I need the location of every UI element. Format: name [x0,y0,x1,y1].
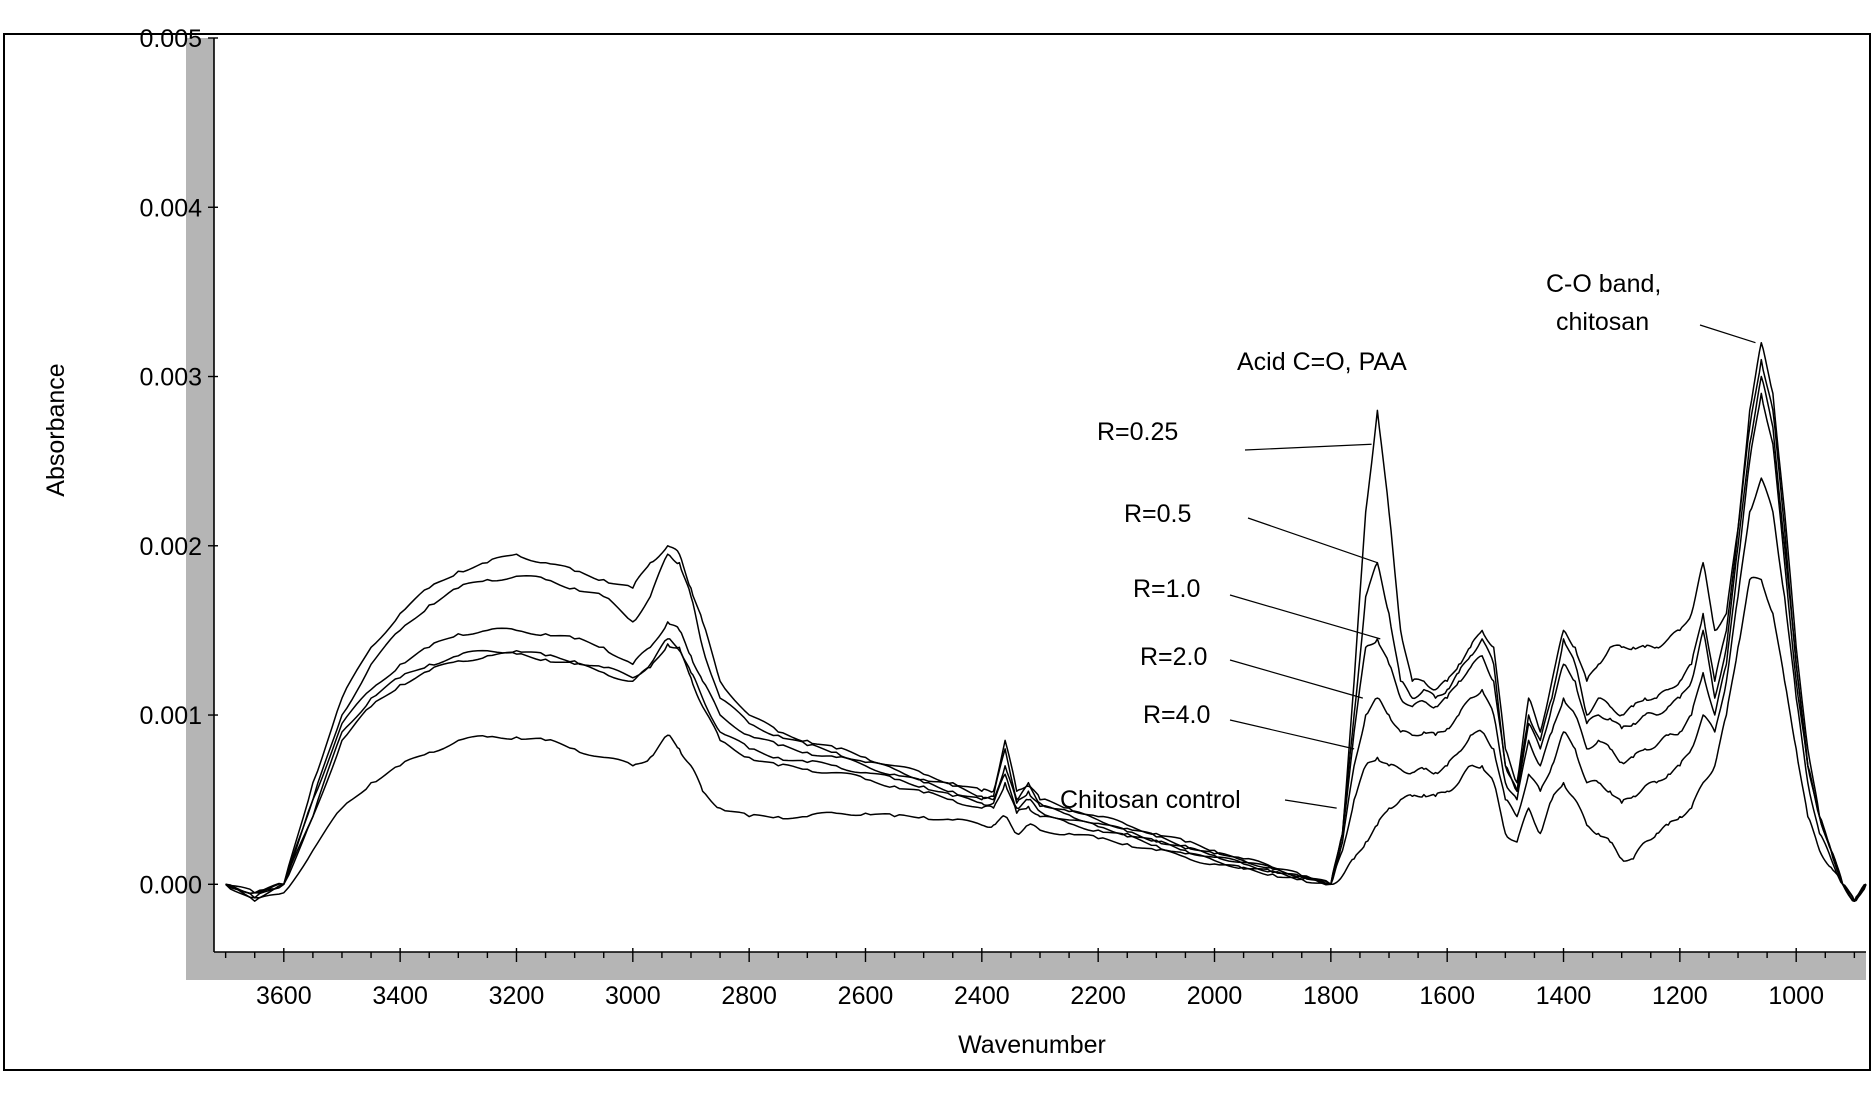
y-tick-label: 0.000 [139,871,202,899]
x-axis-band [186,952,1866,980]
x-tick-label: 3000 [605,982,661,1010]
annotation-label: R=4.0 [1143,701,1210,729]
x-tick-label: 3600 [256,982,312,1010]
x-tick-label: 2600 [838,982,894,1010]
y-tick-label: 0.004 [139,194,202,222]
x-tick-label: 2200 [1070,982,1126,1010]
annotation-label: Acid C=O, PAA [1237,348,1407,376]
x-tick-label: 1600 [1419,982,1475,1010]
y-axis-band [186,38,214,980]
annotation-label: R=2.0 [1140,643,1207,671]
x-tick-label: 2400 [954,982,1010,1010]
y-axis-title: Absorbance [42,363,70,496]
x-tick-label: 3200 [489,982,545,1010]
y-tick-label: 0.005 [139,25,202,53]
y-tick-label: 0.002 [139,533,202,561]
annotation-label: R=0.25 [1097,418,1178,446]
annotation-label: R=0.5 [1124,500,1191,528]
annotation-label: Chitosan control [1060,786,1241,814]
annotation-label: R=1.0 [1133,575,1200,603]
annotation-label: C-O band, [1546,270,1661,298]
x-axis-title: Wavenumber [958,1031,1106,1059]
ftir-spectrum-chart: 0.000 0.001 0.002 0.003 0.004 0.005 3600 3400 32… [0,0,1875,1106]
annotation-label: chitosan [1556,308,1649,336]
plot-area [214,38,1866,952]
x-tick-label: 1000 [1768,982,1824,1010]
x-tick-label: 2800 [721,982,777,1010]
x-tick-label: 1400 [1536,982,1592,1010]
x-tick-label: 2000 [1187,982,1243,1010]
x-tick-label: 3400 [372,982,428,1010]
x-tick-label: 1200 [1652,982,1708,1010]
y-tick-label: 0.001 [139,702,202,730]
x-tick-label: 1800 [1303,982,1359,1010]
y-tick-label: 0.003 [139,364,202,392]
